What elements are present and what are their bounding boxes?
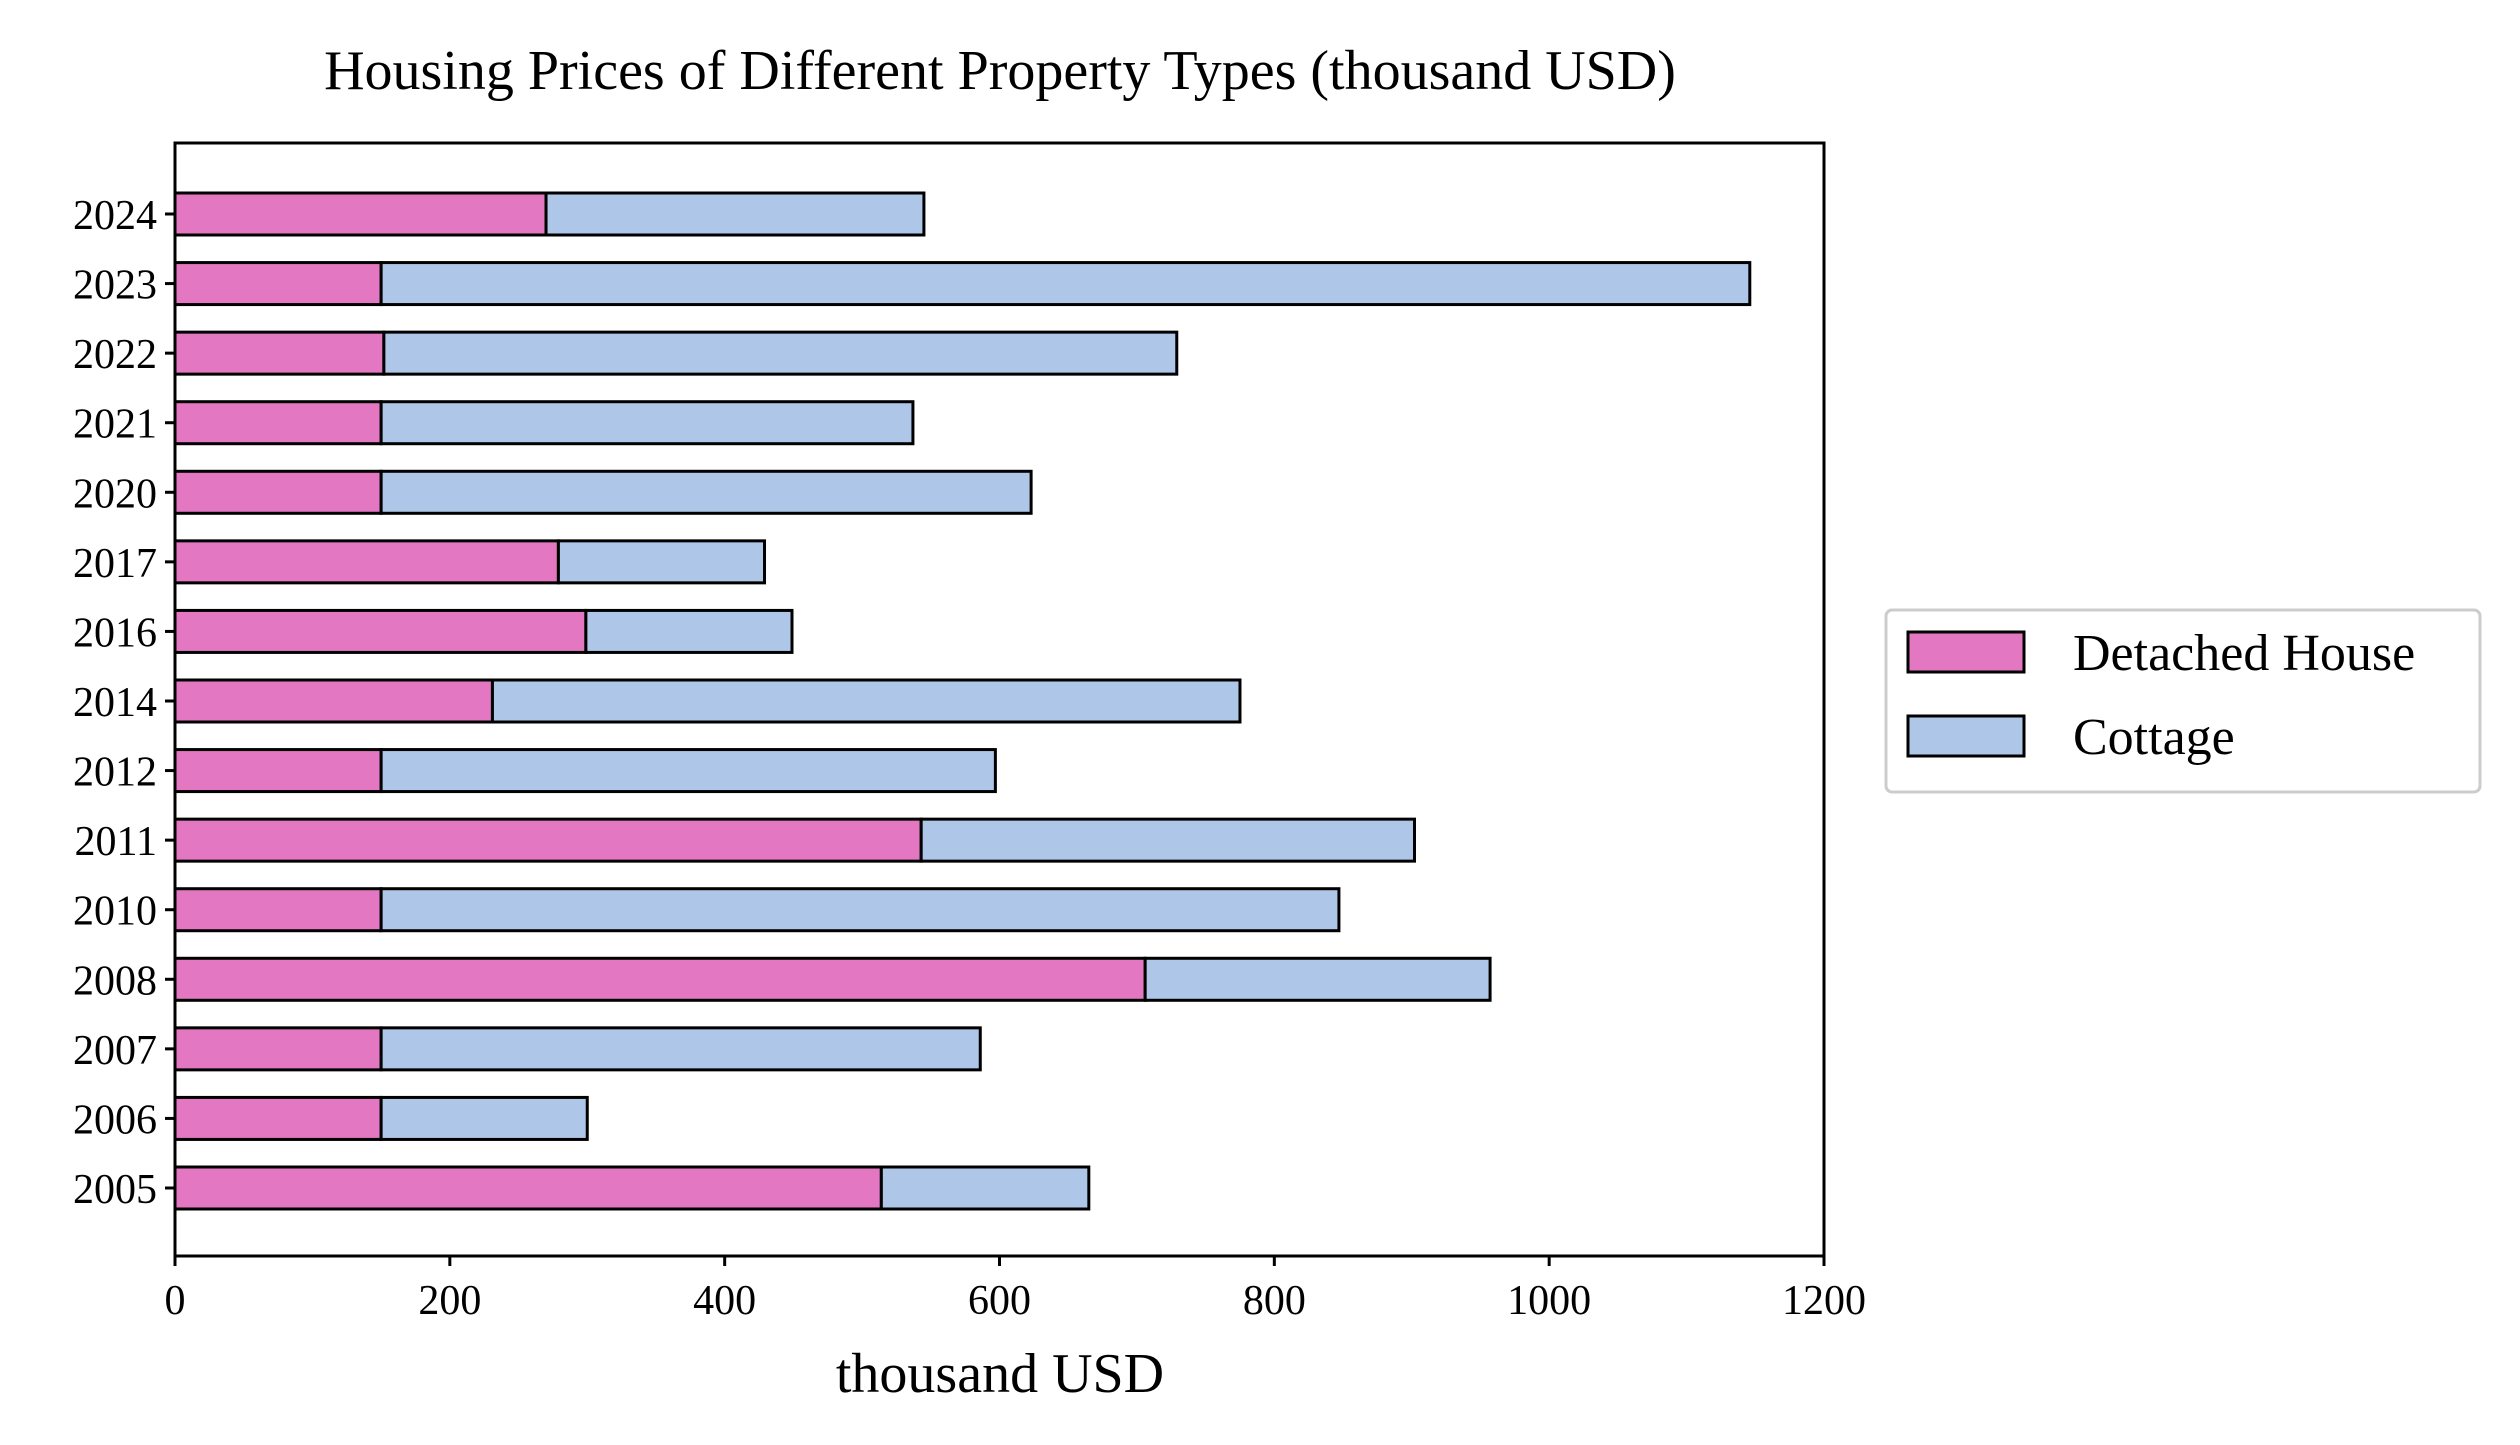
y-tick-label: 2024 [73, 193, 157, 239]
bar-cottage-2014 [490, 678, 1242, 724]
legend-swatch-detached-house [1906, 630, 2026, 674]
x-tick-label: 800 [1243, 1278, 1306, 1324]
chart-title: Housing Prices of Different Property Typ… [324, 40, 1676, 102]
bar-detached-house-2022 [173, 330, 386, 376]
y-tick-label: 2007 [73, 1028, 157, 1074]
y-tick-label: 2008 [73, 958, 157, 1004]
x-tick-label: 1200 [1782, 1278, 1866, 1324]
bar-detached-house-2007 [173, 1026, 383, 1072]
bar-detached-house-2008 [173, 956, 1147, 1002]
bar-detached-house-2005 [173, 1165, 883, 1211]
bar-detached-house-2006 [173, 1095, 383, 1141]
bar-cottage-2010 [379, 887, 1341, 933]
y-tick-label: 2014 [73, 680, 157, 726]
y-tick-label: 2011 [75, 819, 157, 865]
x-tick-label: 1000 [1507, 1278, 1591, 1324]
x-axis: 0 200 400 600 800 1000 1200 [165, 1256, 1866, 1324]
bar-detached-house-2014 [173, 678, 494, 724]
bar-detached-house-2010 [173, 887, 383, 933]
bar-cottage-2011 [919, 817, 1416, 863]
y-tick-label: 2005 [73, 1167, 157, 1213]
x-tick-label: 600 [968, 1278, 1031, 1324]
legend-label-detached-house: Detached House [2073, 625, 2415, 682]
y-tick-label: 2022 [73, 332, 157, 378]
x-tick-label: 400 [693, 1278, 756, 1324]
bar-detached-house-2012 [173, 748, 383, 794]
y-tick-label: 2023 [73, 263, 157, 309]
x-axis-label: thousand USD [836, 1343, 1164, 1405]
bar-detached-house-2016 [173, 608, 588, 654]
bar-cottage-2016 [584, 608, 794, 654]
legend-label-cottage: Cottage [2073, 709, 2235, 766]
bars-group [173, 191, 1752, 1211]
bar-cottage-2020 [379, 469, 1033, 515]
y-tick-label: 2020 [73, 471, 157, 517]
y-tick-label: 2006 [73, 1097, 157, 1143]
bar-detached-house-2021 [173, 400, 383, 446]
bar-cottage-2006 [379, 1095, 589, 1141]
y-tick-label: 2012 [73, 750, 157, 796]
bar-detached-house-2023 [173, 261, 383, 307]
y-tick-label: 2017 [73, 541, 157, 587]
y-tick-label: 2010 [73, 889, 157, 935]
legend-frame [1884, 608, 2482, 794]
bar-cottage-2017 [556, 539, 767, 585]
bar-cottage-2022 [382, 330, 1179, 376]
bar-cottage-2007 [379, 1026, 982, 1072]
bar-cottage-2005 [879, 1165, 1091, 1211]
x-tick-label: 200 [418, 1278, 481, 1324]
bar-cottage-2024 [544, 191, 926, 237]
legend: Detached House Cottage [1884, 608, 2482, 794]
bar-detached-house-2011 [173, 817, 923, 863]
x-tick-label: 0 [165, 1278, 186, 1324]
bar-detached-house-2024 [173, 191, 548, 237]
y-axis: 2005 2006 2007 2008 2010 2011 2012 2014 2016 2017… [73, 193, 175, 1213]
y-tick-label: 2016 [73, 610, 157, 656]
bar-detached-house-2020 [173, 469, 383, 515]
y-tick-label: 2021 [73, 402, 157, 448]
bar-detached-house-2017 [173, 539, 560, 585]
bar-cottage-2008 [1143, 956, 1492, 1002]
legend-swatch-cottage [1906, 714, 2026, 758]
bar-cottage-2023 [379, 261, 1752, 307]
bar-cottage-2021 [379, 400, 915, 446]
bar-cottage-2012 [379, 748, 997, 794]
